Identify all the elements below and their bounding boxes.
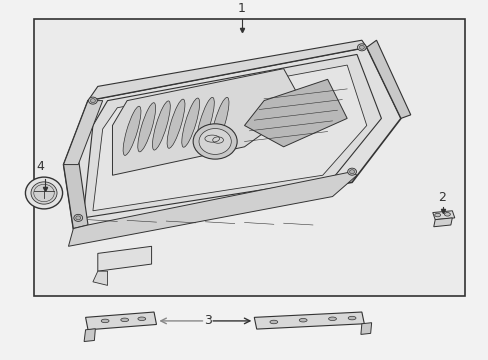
Ellipse shape	[444, 212, 449, 216]
Ellipse shape	[434, 213, 440, 217]
Ellipse shape	[88, 97, 97, 104]
Polygon shape	[63, 157, 88, 229]
Ellipse shape	[182, 98, 199, 147]
Polygon shape	[254, 312, 364, 329]
FancyBboxPatch shape	[34, 19, 464, 296]
Polygon shape	[83, 54, 381, 218]
Ellipse shape	[76, 216, 81, 220]
Text: 4: 4	[36, 161, 44, 174]
Polygon shape	[432, 211, 454, 220]
Ellipse shape	[357, 44, 366, 51]
Ellipse shape	[269, 320, 277, 324]
Ellipse shape	[101, 319, 109, 323]
Polygon shape	[433, 218, 451, 227]
Ellipse shape	[152, 101, 170, 150]
Ellipse shape	[138, 317, 145, 320]
Polygon shape	[88, 40, 366, 100]
Polygon shape	[112, 69, 303, 175]
Ellipse shape	[167, 99, 184, 148]
Ellipse shape	[90, 99, 95, 103]
Ellipse shape	[31, 182, 57, 204]
Ellipse shape	[25, 177, 62, 209]
Polygon shape	[93, 271, 107, 285]
Polygon shape	[98, 246, 151, 271]
Ellipse shape	[138, 103, 155, 152]
Ellipse shape	[347, 168, 356, 175]
Ellipse shape	[196, 97, 214, 147]
Ellipse shape	[74, 214, 82, 221]
Text: 1: 1	[238, 3, 245, 15]
Ellipse shape	[193, 124, 237, 159]
Ellipse shape	[299, 319, 306, 322]
Polygon shape	[244, 79, 346, 147]
Polygon shape	[85, 312, 156, 330]
Polygon shape	[84, 329, 95, 342]
Text: 2: 2	[438, 191, 446, 204]
Ellipse shape	[199, 129, 231, 154]
Ellipse shape	[211, 97, 228, 147]
Ellipse shape	[121, 318, 128, 321]
Text: 3: 3	[203, 314, 211, 327]
Polygon shape	[63, 100, 102, 165]
Ellipse shape	[347, 316, 355, 320]
Polygon shape	[63, 47, 400, 229]
Ellipse shape	[359, 45, 364, 49]
Polygon shape	[93, 65, 366, 211]
Ellipse shape	[349, 170, 354, 174]
Polygon shape	[68, 172, 356, 246]
Ellipse shape	[328, 317, 336, 320]
Polygon shape	[360, 323, 371, 334]
Polygon shape	[366, 40, 410, 118]
Ellipse shape	[123, 106, 141, 156]
